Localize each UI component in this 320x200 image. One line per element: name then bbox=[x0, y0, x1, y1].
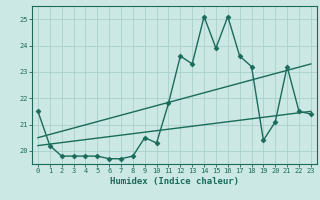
X-axis label: Humidex (Indice chaleur): Humidex (Indice chaleur) bbox=[110, 177, 239, 186]
